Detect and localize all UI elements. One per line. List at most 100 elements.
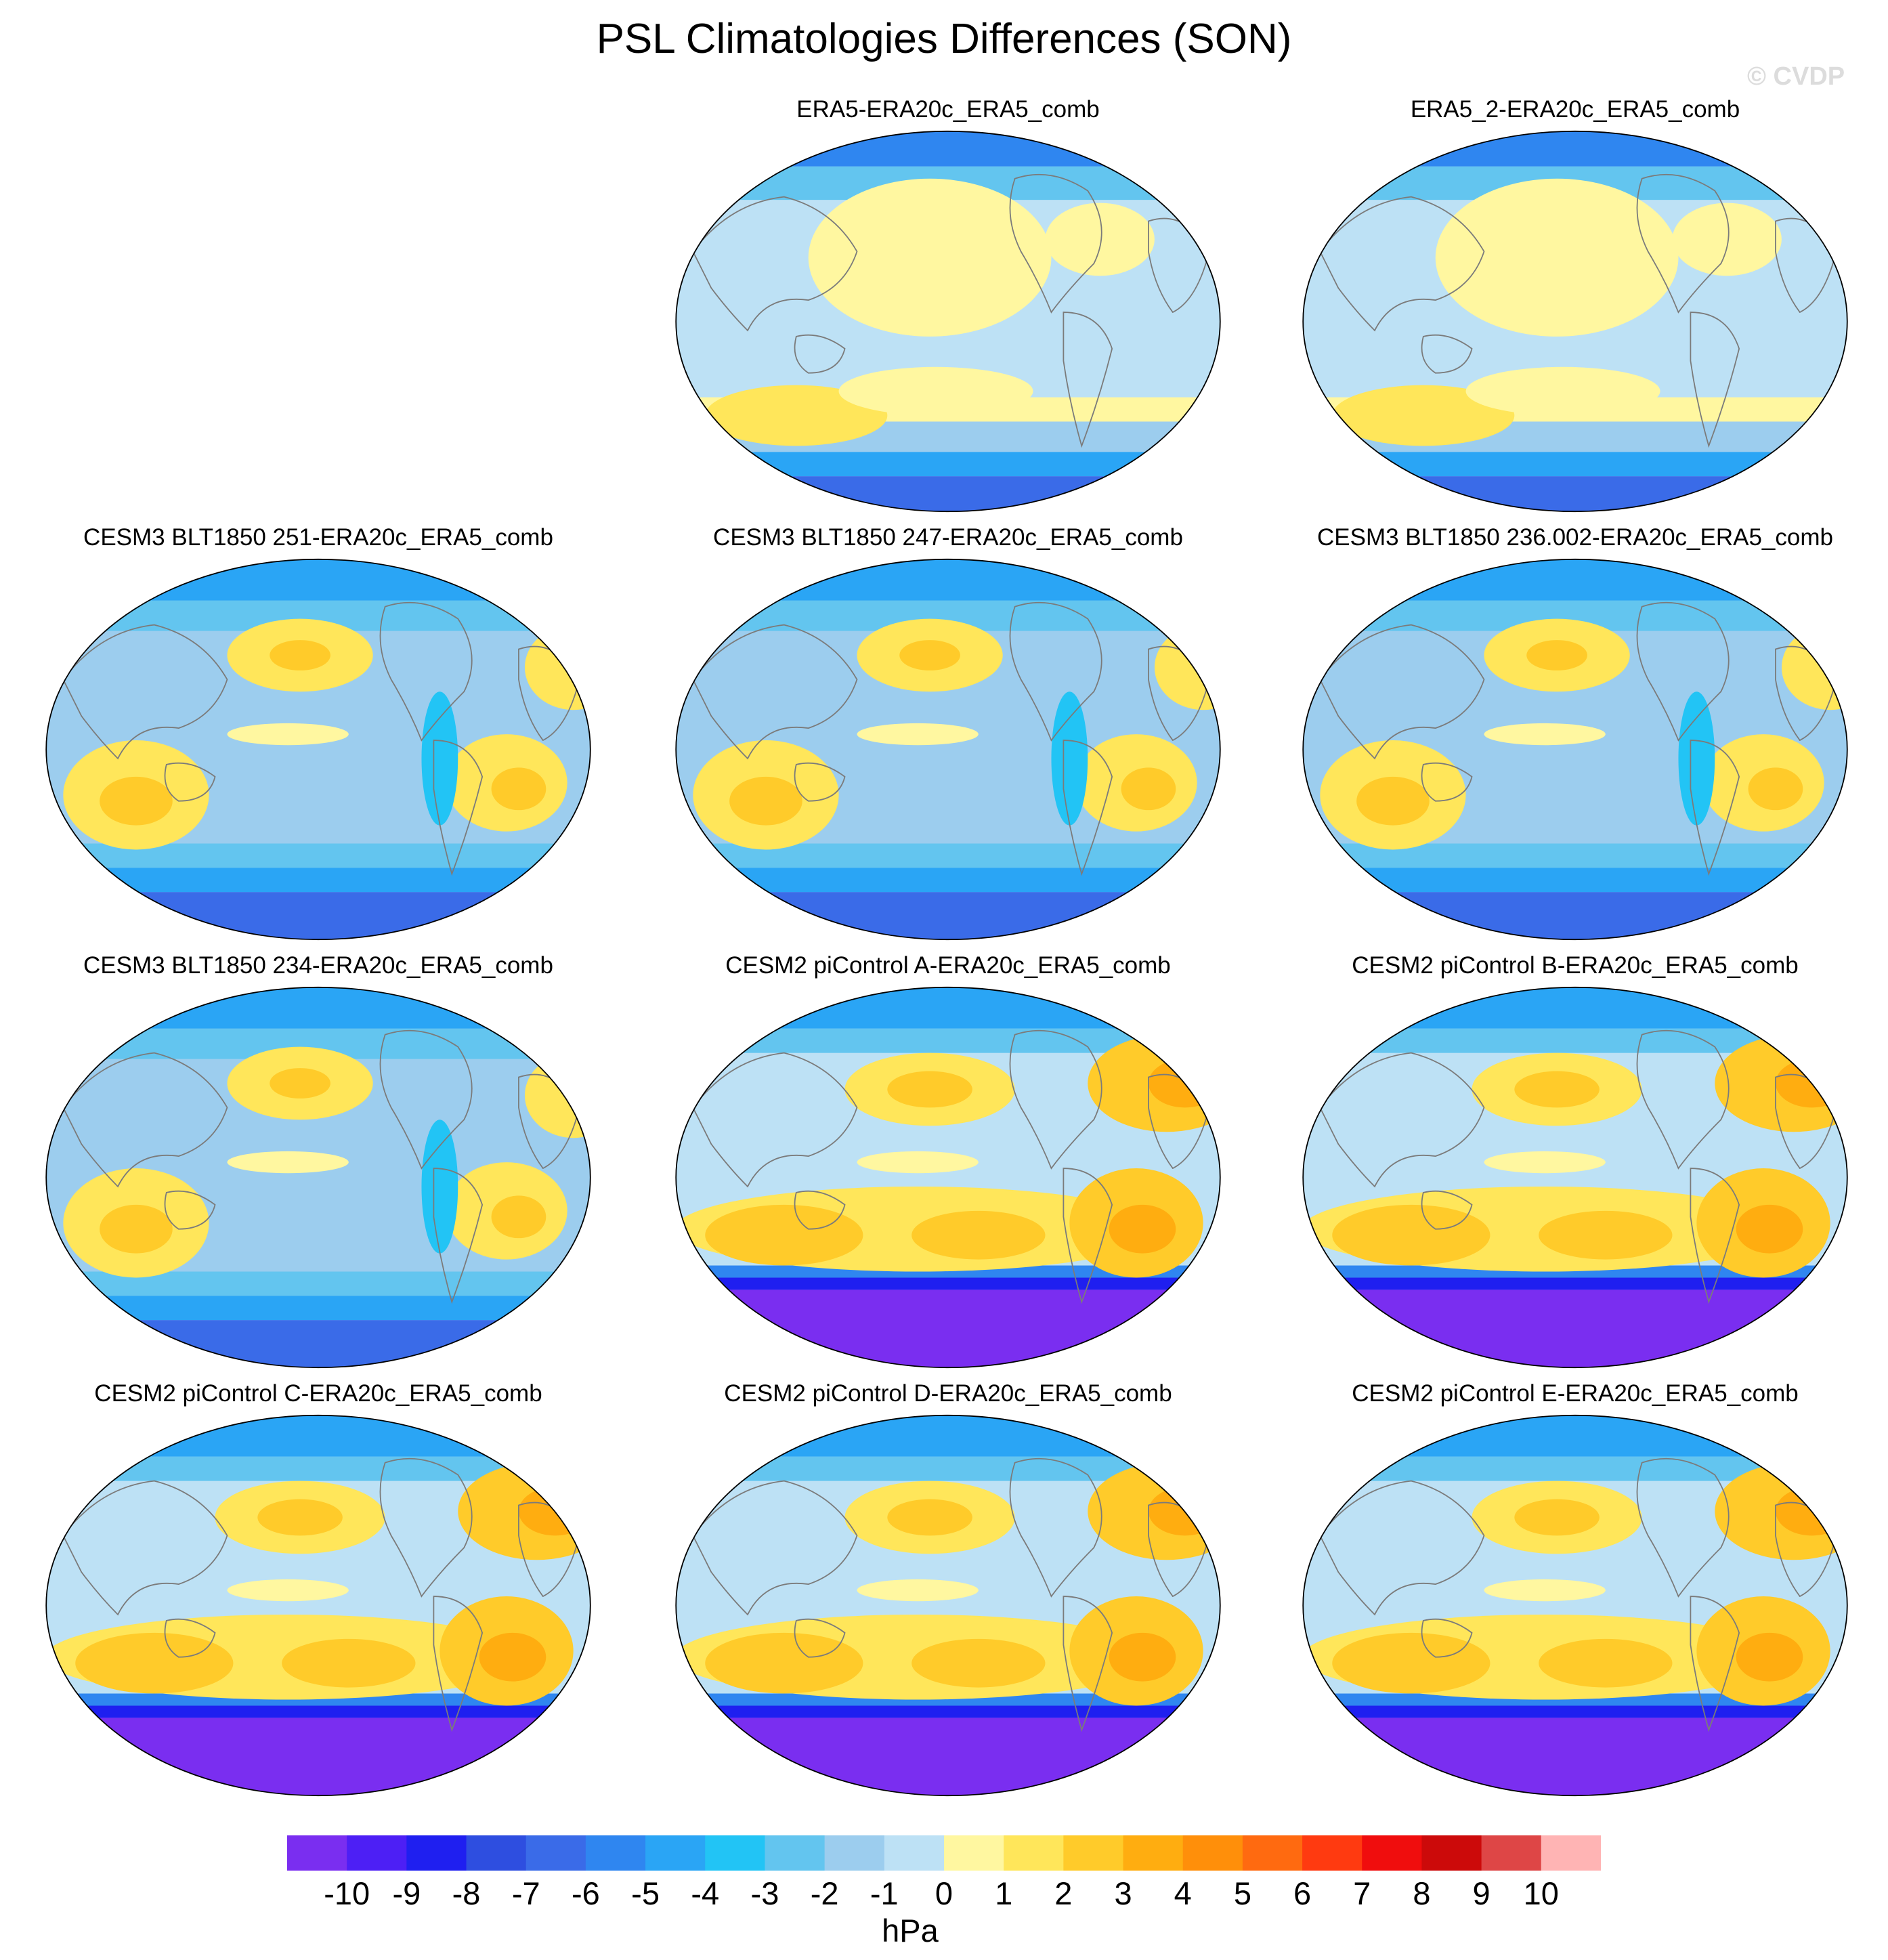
globe-outline: [1302, 558, 1848, 941]
colorbar-box: [1481, 1835, 1542, 1871]
map-panel: CESM2 piControl E-ERA20c_ERA5_comb: [1264, 1379, 1887, 1812]
anomaly-region: [1356, 776, 1430, 826]
map-panel: CESM2 piControl A-ERA20c_ERA5_comb: [637, 951, 1260, 1384]
map-panel: CESM3 BLT1850 251-ERA20c_ERA5_comb: [7, 523, 630, 956]
anomaly-region: [100, 1204, 173, 1254]
coastline: [1063, 1168, 1113, 1304]
anomaly-band: [46, 1718, 591, 1796]
colorbar-tick-label: -10: [324, 1875, 370, 1911]
anomaly-band: [46, 1705, 591, 1718]
anomaly-region: [857, 1579, 979, 1602]
anomaly-region: [1121, 767, 1176, 811]
map-globe: [45, 558, 591, 941]
globe-outline: [675, 986, 1221, 1369]
colorbar-tick-label: -4: [691, 1875, 720, 1911]
panel-title: ERA5-ERA20c_ERA5_comb: [796, 96, 1100, 123]
anomaly-region: [227, 723, 349, 746]
coastline: [1421, 1618, 1473, 1658]
anomaly-band: [1303, 452, 1847, 477]
colorbar-box: [765, 1835, 825, 1871]
coastline: [1636, 173, 1730, 314]
coastline: [794, 1618, 846, 1658]
colorbar-tick-label: -2: [810, 1875, 839, 1911]
anomaly-region: [1332, 1204, 1490, 1266]
anomaly-region: [808, 178, 1052, 337]
anomaly-band: [676, 892, 1220, 940]
coastline: [1063, 740, 1113, 876]
anomaly-region: [1781, 624, 1847, 710]
coastline: [379, 1457, 473, 1598]
colorbar-box: [884, 1835, 945, 1871]
coastline: [1063, 312, 1113, 448]
anomaly-region: [270, 1068, 330, 1099]
colorbar-box: [1182, 1835, 1243, 1871]
colorbar-tick-label: 1: [995, 1875, 1013, 1911]
map-globe: [1302, 1414, 1848, 1797]
coastline: [1319, 1052, 1485, 1188]
anomaly-band: [1303, 868, 1847, 893]
globe-outline: [1302, 130, 1848, 513]
anomaly-region: [1484, 723, 1606, 746]
anomaly-region: [887, 1499, 972, 1536]
coastline: [1690, 312, 1740, 448]
coastline: [794, 1190, 846, 1230]
anomaly-region: [705, 1204, 863, 1266]
panel-title: ERA5_2-ERA20c_ERA5_comb: [1410, 96, 1740, 123]
globe-outline: [1302, 1414, 1848, 1797]
anomaly-band: [676, 559, 1220, 601]
anomaly-region: [838, 366, 1033, 416]
anomaly-band: [46, 1320, 591, 1368]
anomaly-region: [479, 1632, 546, 1682]
anomaly-band: [676, 987, 1220, 1029]
anomaly-region: [911, 1210, 1046, 1260]
panel-title: CESM2 piControl D-ERA20c_ERA5_comb: [724, 1380, 1172, 1407]
anomaly-band: [676, 868, 1220, 893]
coastline: [1319, 624, 1485, 760]
colorbar-tick-label: 0: [935, 1875, 953, 1911]
anomaly-region: [705, 1632, 863, 1694]
anomaly-region: [1526, 640, 1587, 670]
colorbar-box: [1242, 1835, 1303, 1871]
map-globe: [675, 130, 1221, 513]
globe-outline: [675, 558, 1221, 941]
anomaly-region: [911, 1638, 1046, 1688]
anomaly-region: [1736, 1632, 1803, 1682]
panel-title: CESM2 piControl C-ERA20c_ERA5_comb: [94, 1380, 542, 1407]
panel-title: CESM2 piControl E-ERA20c_ERA5_comb: [1352, 1380, 1799, 1407]
anomaly-band: [676, 1705, 1220, 1718]
colorbar-box: [287, 1835, 347, 1871]
colorbar-box: [347, 1835, 407, 1871]
anomaly-region: [282, 1638, 416, 1688]
coastline: [1319, 196, 1485, 332]
map-panel: CESM2 piControl B-ERA20c_ERA5_comb: [1264, 951, 1887, 1384]
anomaly-band: [676, 1290, 1220, 1368]
colorbar-box: [1421, 1835, 1482, 1871]
map-globe: [1302, 130, 1848, 513]
panel-title: CESM3 BLT1850 236.002-ERA20c_ERA5_comb: [1316, 524, 1833, 551]
coastline: [692, 1052, 858, 1188]
map-panel: CESM3 BLT1850 234-ERA20c_ERA5_comb: [7, 951, 630, 1384]
anomaly-region: [227, 1151, 349, 1174]
coastline: [794, 334, 846, 374]
colorbar-box: [824, 1835, 885, 1871]
anomaly-band: [46, 987, 591, 1029]
cvdp-watermark: © CVDP: [1747, 62, 1845, 91]
coastline: [1009, 1457, 1102, 1598]
colorbar-box: [705, 1835, 765, 1871]
colorbar-box: [1302, 1835, 1363, 1871]
figure-title: PSL Climatologies Differences (SON): [596, 16, 1292, 62]
map-globe: [45, 1414, 591, 1797]
anomaly-region: [1678, 691, 1715, 826]
coastline: [1421, 1190, 1473, 1230]
anomaly-band: [676, 1415, 1220, 1457]
coastline: [62, 1480, 228, 1616]
anomaly-band: [676, 476, 1220, 512]
coastline: [1009, 601, 1102, 742]
anomaly-band: [676, 1277, 1220, 1290]
colorbar-box: [944, 1835, 1004, 1871]
anomaly-region: [421, 691, 458, 826]
anomaly-region: [491, 1195, 546, 1239]
colorbar-tick-label: 4: [1174, 1875, 1192, 1911]
colorbar-tick-label: 3: [1114, 1875, 1132, 1911]
colorbar-box: [1123, 1835, 1184, 1871]
